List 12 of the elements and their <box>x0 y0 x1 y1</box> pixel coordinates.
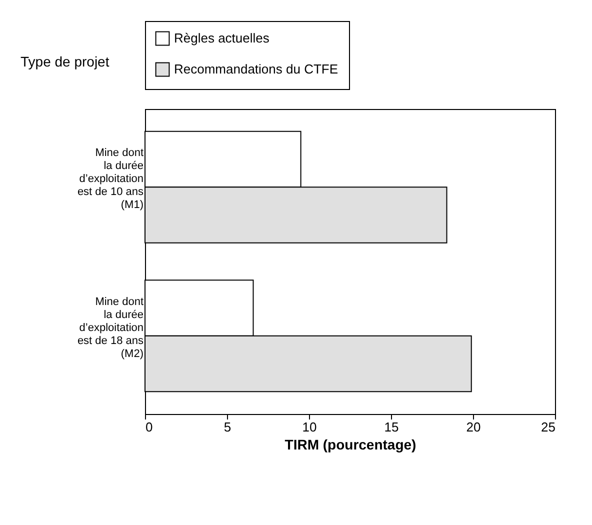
x-tick-label: 25 <box>541 420 556 434</box>
y-axis-title: Type de projet <box>20 54 110 70</box>
x-tick-label: 0 <box>146 420 153 434</box>
y-tick-label: Mine dont la durée d’exploitation est de 10 ans (M1) <box>77 147 144 212</box>
x-tick-label: 15 <box>384 420 399 434</box>
legend-label: Recommandations du CTFE <box>174 62 338 76</box>
y-tick-label: Mine dont la durée d’exploitation est de 18 ans (M2) <box>77 296 144 360</box>
legend-label: Règles actuelles <box>174 30 270 46</box>
x-tick-label: 20 <box>466 420 481 434</box>
x-axis-title: TIRM (pourcentage) <box>284 436 416 452</box>
x-tick-label: 5 <box>224 420 232 434</box>
x-tick-label: 10 <box>302 420 317 434</box>
